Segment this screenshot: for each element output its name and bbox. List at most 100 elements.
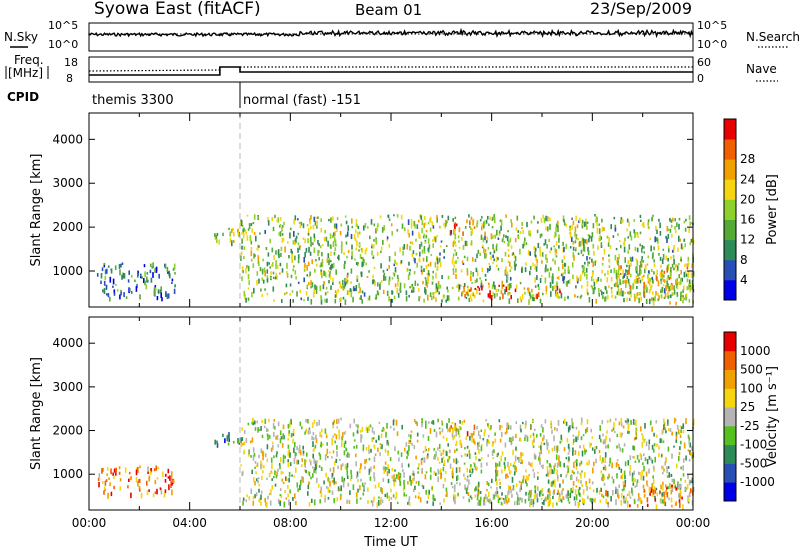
echo-pixel bbox=[410, 222, 413, 229]
echo-pixel bbox=[506, 278, 508, 283]
echo-pixel bbox=[130, 492, 132, 499]
echo-pixel bbox=[423, 298, 425, 303]
echo-pixel bbox=[628, 282, 631, 286]
echo-pixel bbox=[407, 268, 409, 272]
echo-pixel bbox=[684, 243, 686, 248]
nave-tick-bottom: 0 bbox=[697, 72, 704, 85]
echo-pixel bbox=[529, 463, 532, 467]
echo-pixel bbox=[367, 487, 369, 492]
echo-pixel bbox=[163, 492, 166, 498]
echo-pixel bbox=[244, 293, 246, 300]
echo-pixel bbox=[241, 224, 244, 228]
echo-pixel bbox=[307, 418, 309, 424]
echo-pixel bbox=[386, 268, 389, 271]
echo-pixel bbox=[677, 282, 680, 285]
echo-pixel bbox=[431, 486, 433, 490]
echo-pixel bbox=[452, 218, 454, 222]
echo-pixel bbox=[680, 295, 682, 301]
echo-pixel bbox=[355, 444, 358, 449]
echo-pixel bbox=[402, 246, 405, 251]
echo-pixel bbox=[558, 275, 560, 280]
echo-pixel bbox=[572, 434, 575, 437]
echo-pixel bbox=[312, 292, 315, 298]
echo-pixel bbox=[96, 273, 99, 277]
echo-pixel bbox=[413, 257, 415, 262]
echo-pixel bbox=[460, 284, 463, 287]
echo-pixel bbox=[398, 457, 400, 462]
echo-pixel bbox=[373, 266, 376, 270]
echo-pixel bbox=[241, 427, 243, 431]
echo-pixel bbox=[290, 418, 292, 425]
echo-pixel bbox=[312, 448, 315, 453]
echo-pixel bbox=[642, 221, 645, 224]
echo-pixel bbox=[316, 225, 318, 229]
echo-pixel bbox=[579, 296, 582, 299]
echo-pixel bbox=[240, 255, 242, 261]
echo-pixel bbox=[529, 434, 532, 439]
echo-pixel bbox=[446, 437, 448, 442]
echo-pixel bbox=[349, 423, 352, 429]
echo-pixel bbox=[155, 288, 157, 291]
echo-pixel bbox=[279, 494, 282, 497]
echo-pixel bbox=[624, 483, 626, 488]
echo-pixel bbox=[531, 420, 534, 422]
echo-pixel bbox=[673, 258, 675, 265]
echo-pixel bbox=[539, 251, 542, 257]
echo-pixel bbox=[254, 460, 257, 464]
echo-pixel bbox=[601, 477, 603, 481]
echo-pixel bbox=[250, 455, 252, 458]
echo-pixel bbox=[640, 264, 643, 268]
echo-pixel bbox=[455, 268, 457, 273]
echo-pixel bbox=[657, 245, 660, 251]
echo-pixel bbox=[428, 489, 430, 495]
echo-pixel bbox=[321, 428, 323, 433]
echo-pixel bbox=[441, 428, 444, 433]
echo-pixel bbox=[690, 238, 693, 243]
echo-pixel bbox=[527, 287, 530, 292]
echo-pixel bbox=[332, 282, 334, 285]
echo-pixel bbox=[445, 245, 448, 247]
echo-pixel bbox=[274, 483, 277, 487]
echo-pixel bbox=[400, 260, 403, 264]
echo-pixel bbox=[647, 274, 649, 279]
echo-pixel bbox=[248, 449, 250, 455]
echo-pixel bbox=[427, 294, 429, 301]
echo-pixel bbox=[677, 429, 680, 435]
echo-pixel bbox=[428, 447, 430, 451]
echo-pixel bbox=[267, 434, 269, 441]
echo-pixel bbox=[294, 270, 297, 275]
echo-pixel bbox=[545, 264, 547, 269]
echo-pixel bbox=[332, 232, 335, 237]
echo-pixel bbox=[137, 466, 139, 473]
echo-pixel bbox=[549, 468, 551, 475]
echo-pixel bbox=[315, 471, 317, 474]
echo-pixel bbox=[421, 418, 423, 424]
echo-pixel bbox=[627, 291, 629, 294]
echo-pixel bbox=[515, 466, 517, 473]
echo-pixel bbox=[661, 274, 664, 280]
echo-pixel bbox=[472, 257, 474, 262]
echo-pixel bbox=[659, 490, 661, 495]
echo-pixel bbox=[659, 231, 662, 236]
echo-pixel bbox=[502, 498, 505, 501]
echo-pixel bbox=[455, 274, 457, 279]
echo-pixel bbox=[624, 500, 627, 504]
echo-pixel bbox=[573, 438, 575, 443]
echo-pixel bbox=[659, 438, 662, 444]
echo-pixel bbox=[670, 284, 672, 291]
echo-pixel bbox=[314, 220, 317, 226]
echo-pixel bbox=[525, 420, 527, 426]
echo-pixel bbox=[323, 480, 325, 485]
echo-pixel bbox=[336, 497, 339, 502]
echo-pixel bbox=[536, 293, 538, 300]
echo-pixel bbox=[359, 430, 362, 433]
echo-pixel bbox=[255, 471, 257, 475]
echo-pixel bbox=[566, 437, 569, 443]
echo-pixel bbox=[519, 485, 522, 489]
echo-pixel bbox=[552, 258, 554, 262]
echo-pixel bbox=[329, 451, 331, 454]
echo-pixel bbox=[659, 222, 661, 229]
echo-pixel bbox=[527, 250, 530, 256]
echo-pixel bbox=[662, 428, 664, 433]
echo-pixel bbox=[462, 496, 465, 499]
